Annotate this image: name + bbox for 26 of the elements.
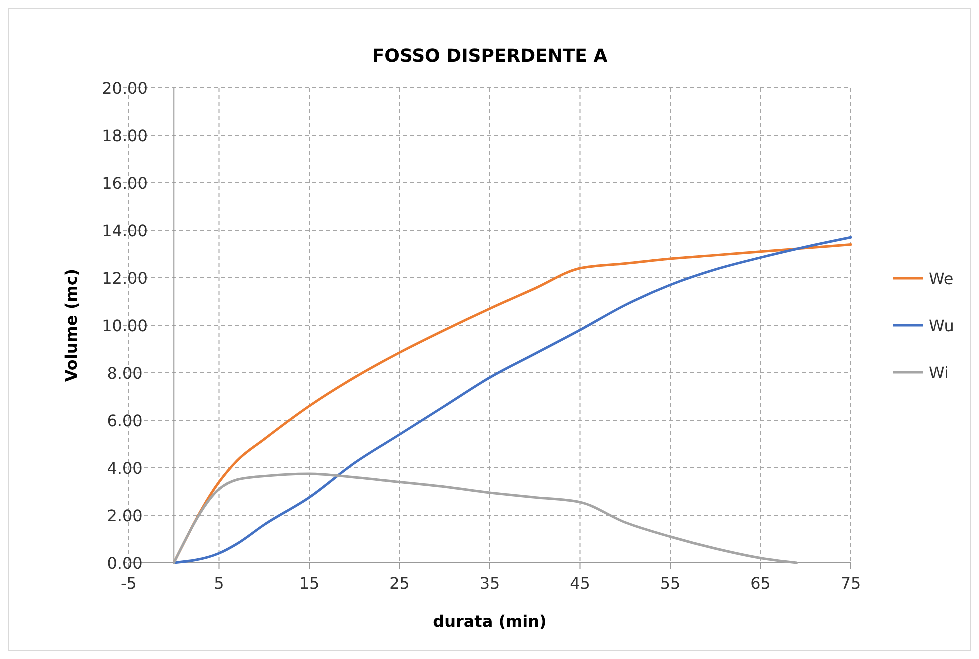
y-tick-label: 6.00 <box>107 412 143 430</box>
x-axis-title: durata (min) <box>433 612 547 631</box>
y-tick-label: 0.00 <box>107 554 143 573</box>
y-tick-label: 20.00 <box>102 79 148 98</box>
y-tick-label: 16.00 <box>102 174 148 193</box>
x-tick-label: 75 <box>840 574 862 593</box>
y-tick-label: 8.00 <box>107 364 143 383</box>
x-tick-label: 65 <box>750 574 771 593</box>
y-tick-label: 18.00 <box>102 126 148 146</box>
x-tick-label: 55 <box>660 574 681 593</box>
legend-label: Wu <box>929 316 954 336</box>
y-tick-label: 10.00 <box>102 316 148 336</box>
x-tick-label: 35 <box>480 574 500 593</box>
y-tick-label: 4.00 <box>107 459 143 478</box>
y-tick-label: 2.00 <box>107 506 143 526</box>
y-tick-label: 12.00 <box>102 269 148 288</box>
legend-label: Wi <box>929 364 949 382</box>
x-tick-label: 15 <box>299 574 320 593</box>
y-tick-label: 14.00 <box>102 222 148 240</box>
chart-title: FOSSO DISPERDENTE A <box>372 46 608 67</box>
x-tick-label: 5 <box>214 574 224 593</box>
legend-label: We <box>929 270 954 288</box>
x-tick-label: 25 <box>390 574 410 593</box>
x-tick-label: 45 <box>570 574 590 593</box>
y-axis-title: Volume (mc) <box>62 268 81 382</box>
x-tick-label: -5 <box>121 574 137 593</box>
